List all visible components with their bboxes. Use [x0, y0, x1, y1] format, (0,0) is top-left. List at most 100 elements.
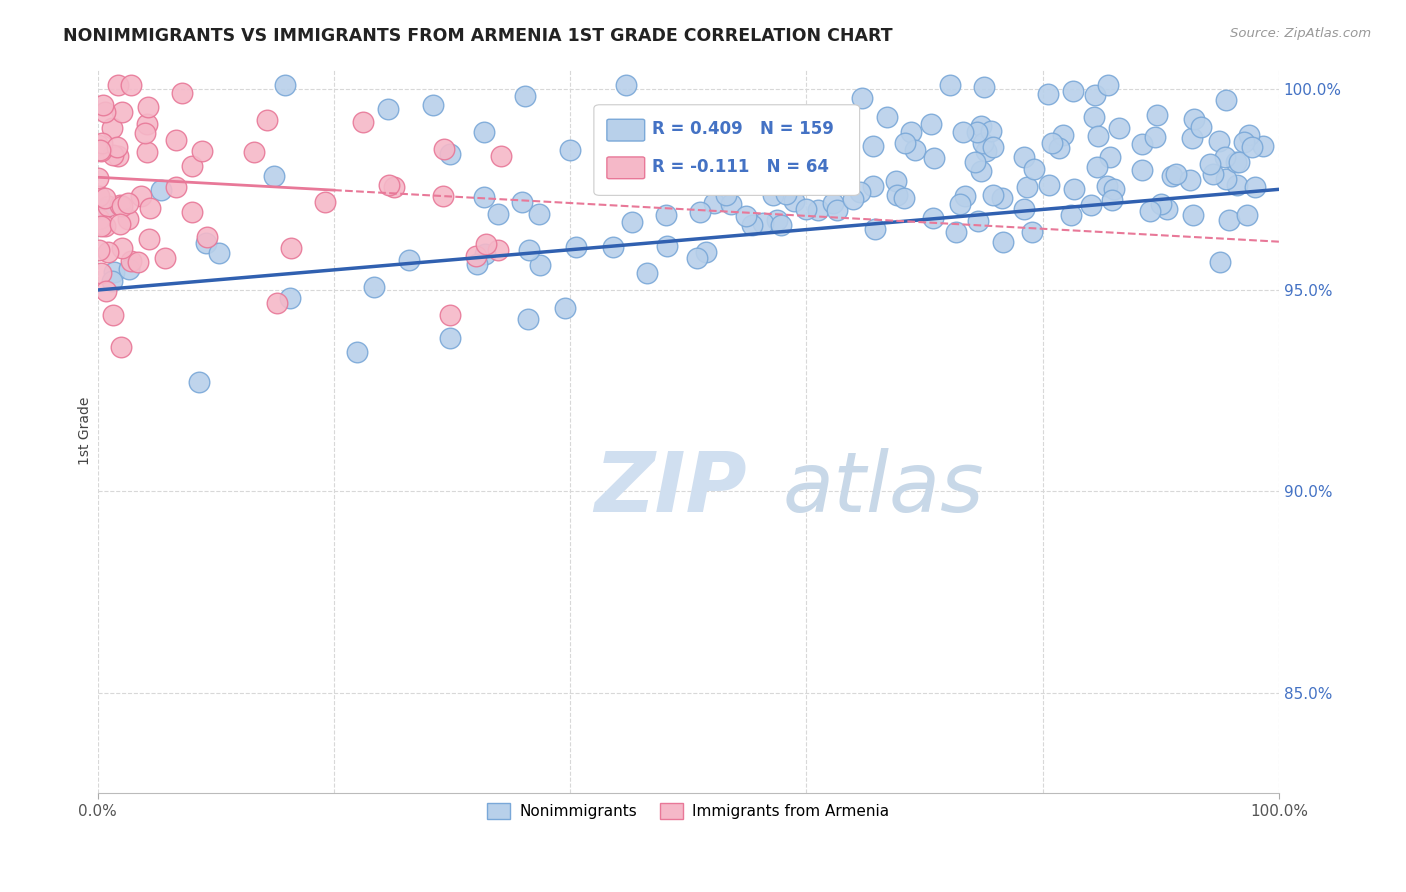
Point — [1156, 202, 1178, 216]
Point — [1022, 161, 1045, 176]
Text: ZIP: ZIP — [593, 449, 747, 530]
Point — [1062, 84, 1084, 98]
Point — [107, 149, 129, 163]
Point — [1215, 172, 1237, 186]
Point — [263, 169, 285, 184]
Point — [474, 247, 496, 261]
Point — [1083, 110, 1105, 124]
Point — [377, 102, 399, 116]
FancyBboxPatch shape — [593, 104, 859, 195]
Point — [827, 165, 849, 179]
Point — [491, 149, 513, 163]
Point — [398, 253, 420, 268]
Point — [953, 188, 976, 202]
Point — [165, 180, 187, 194]
Point — [120, 78, 142, 92]
Point — [734, 155, 756, 169]
Point — [439, 308, 461, 322]
Point — [776, 142, 799, 156]
Point — [993, 235, 1015, 249]
Point — [673, 135, 696, 149]
Text: atlas: atlas — [783, 449, 984, 530]
Point — [1166, 167, 1188, 181]
Point — [170, 86, 193, 100]
Point — [922, 211, 945, 225]
Point — [103, 265, 125, 279]
Point — [1038, 87, 1060, 102]
Point — [1215, 93, 1237, 107]
Point — [1139, 203, 1161, 218]
Point — [1178, 173, 1201, 187]
Point — [1052, 128, 1074, 143]
Point — [1189, 120, 1212, 135]
Point — [89, 143, 111, 157]
Point — [1213, 150, 1236, 164]
Point — [1084, 87, 1107, 102]
Point — [120, 254, 142, 268]
Point — [965, 154, 987, 169]
Point — [90, 266, 112, 280]
Point — [1097, 179, 1119, 194]
Point — [1015, 180, 1038, 194]
Point — [486, 207, 509, 221]
Point — [703, 195, 725, 210]
Point — [974, 144, 997, 158]
Point — [486, 244, 509, 258]
Point — [1225, 178, 1247, 193]
Point — [472, 190, 495, 204]
Point — [256, 113, 278, 128]
Point — [1080, 198, 1102, 212]
Point — [363, 280, 385, 294]
Point — [1233, 135, 1256, 149]
Point — [149, 183, 172, 197]
Point — [830, 114, 852, 128]
Point — [848, 186, 870, 200]
Point — [893, 191, 915, 205]
Point — [1209, 255, 1232, 269]
Point — [938, 78, 960, 92]
Point — [810, 164, 832, 178]
Point — [1146, 108, 1168, 122]
Point — [1181, 208, 1204, 222]
Point — [560, 143, 582, 157]
Point — [741, 218, 763, 232]
Point — [794, 202, 817, 217]
Point — [1132, 136, 1154, 151]
Point — [91, 98, 114, 112]
Point — [862, 178, 884, 193]
Point — [716, 187, 738, 202]
Point — [922, 151, 945, 165]
Point — [475, 236, 498, 251]
Point — [884, 173, 907, 187]
Point — [1236, 208, 1258, 222]
Point — [510, 195, 533, 210]
Point — [107, 78, 129, 92]
Point — [1101, 193, 1123, 207]
Point — [1241, 139, 1264, 153]
Point — [728, 156, 751, 170]
Point — [775, 186, 797, 201]
Point — [91, 202, 114, 216]
Point — [1021, 225, 1043, 239]
Point — [352, 115, 374, 129]
Point — [1063, 182, 1085, 196]
Point — [1244, 180, 1267, 194]
Point — [689, 205, 711, 219]
Point — [516, 312, 538, 326]
Point — [769, 219, 792, 233]
Point — [1251, 139, 1274, 153]
Point — [187, 376, 209, 390]
Point — [1038, 178, 1060, 192]
Point — [278, 291, 301, 305]
Point — [966, 125, 988, 139]
Point — [195, 229, 218, 244]
Point — [273, 78, 295, 92]
Point — [970, 119, 993, 133]
Point — [782, 175, 804, 189]
Point — [766, 213, 789, 227]
Point — [101, 274, 124, 288]
Point — [1130, 162, 1153, 177]
Point — [1102, 182, 1125, 196]
Point — [110, 340, 132, 354]
Point — [1060, 208, 1083, 222]
